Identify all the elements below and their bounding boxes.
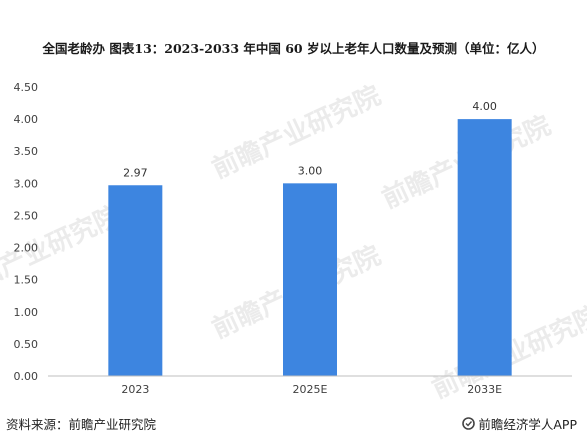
bar-value-label: 2.97	[123, 166, 148, 179]
brand-text: 前瞻经济学人APP	[478, 417, 577, 432]
y-tick-label: 1.50	[14, 274, 39, 287]
source-note: 资料来源：前瞻产业研究院	[6, 417, 157, 432]
x-axis: 2023 2025E 2033E	[48, 375, 572, 396]
watermark-text: 前瞻产业研究院	[207, 80, 385, 185]
x-tick-label: 2025E	[293, 383, 328, 396]
y-tick-label: 3.00	[14, 177, 39, 190]
y-tick-label: 1.00	[14, 306, 39, 319]
bar	[283, 183, 337, 376]
brand-logo-icon	[462, 417, 476, 430]
x-tick-label: 2033E	[467, 383, 502, 396]
y-axis: 0.00 0.50 1.00 1.50 2.00 2.50 3.00 3.50 4.00 4.50	[14, 81, 39, 383]
bar-value-label: 3.00	[298, 164, 323, 177]
brand-label: 前瞻经济学人APP	[462, 414, 577, 433]
bar	[108, 185, 163, 376]
x-tick-label: 2023	[121, 383, 149, 396]
chart-title: 全国老龄办 图表13：2023-2033 年中国 60 岁以上老年人口数量及预测…	[42, 41, 545, 56]
bar	[457, 119, 512, 376]
y-tick-label: 3.50	[14, 145, 39, 158]
bars-layer: 2.97 3.00 4.00	[108, 100, 512, 376]
bar-value-label: 4.00	[472, 100, 497, 113]
y-tick-label: 2.00	[14, 242, 39, 255]
y-tick-label: 0.50	[14, 338, 39, 351]
y-tick-label: 2.50	[14, 209, 39, 222]
y-tick-label: 4.00	[14, 113, 39, 126]
y-tick-label: 4.50	[14, 81, 39, 94]
y-tick-label: 0.00	[14, 370, 39, 383]
